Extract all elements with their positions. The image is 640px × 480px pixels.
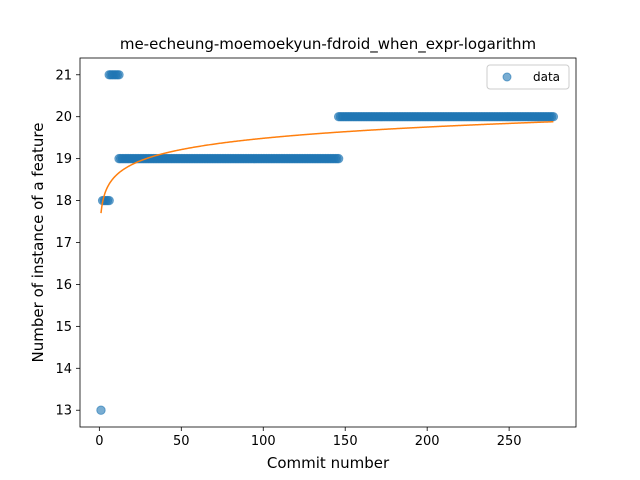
y-axis-label: Number of instance of a feature	[29, 123, 47, 363]
x-tick-label: 200	[415, 434, 440, 449]
scatter-point	[104, 195, 114, 206]
y-tick-label: 18	[55, 194, 72, 209]
x-tick-label: 50	[173, 434, 190, 449]
x-tick-label: 150	[333, 434, 358, 449]
x-axis-label: Commit number	[267, 454, 390, 472]
x-tick-label: 0	[95, 434, 103, 449]
plot-area	[79, 57, 577, 428]
scatter-point	[114, 70, 124, 80]
x-tick-label: 250	[497, 434, 522, 449]
y-tick-label: 16	[55, 278, 72, 293]
chart-title: me-echeung-moemoekyun-fdroid_when_expr-l…	[120, 35, 536, 54]
fit-curve	[100, 120, 554, 214]
data-points	[96, 70, 559, 415]
y-tick-label: 20	[55, 110, 72, 125]
y-tick-label: 17	[55, 236, 72, 251]
scatter-point	[96, 405, 106, 415]
legend: data	[486, 64, 570, 90]
y-tick-label: 13	[55, 404, 72, 419]
y-tick-label: 14	[55, 362, 72, 377]
scatter-point	[548, 112, 559, 122]
legend-box	[486, 64, 570, 90]
legend-label-data: data	[533, 70, 560, 84]
x-axis-ticks: 0 50 100 150 200 250	[95, 427, 522, 449]
y-tick-label: 21	[55, 68, 72, 83]
scatter-point	[333, 153, 344, 164]
x-tick-label: 100	[251, 434, 276, 449]
y-tick-label: 19	[55, 152, 72, 167]
y-axis-ticks: 13 14 15 16 17 18 19 20 21	[55, 68, 80, 419]
legend-marker-data	[502, 72, 512, 82]
y-tick-label: 15	[55, 320, 72, 335]
